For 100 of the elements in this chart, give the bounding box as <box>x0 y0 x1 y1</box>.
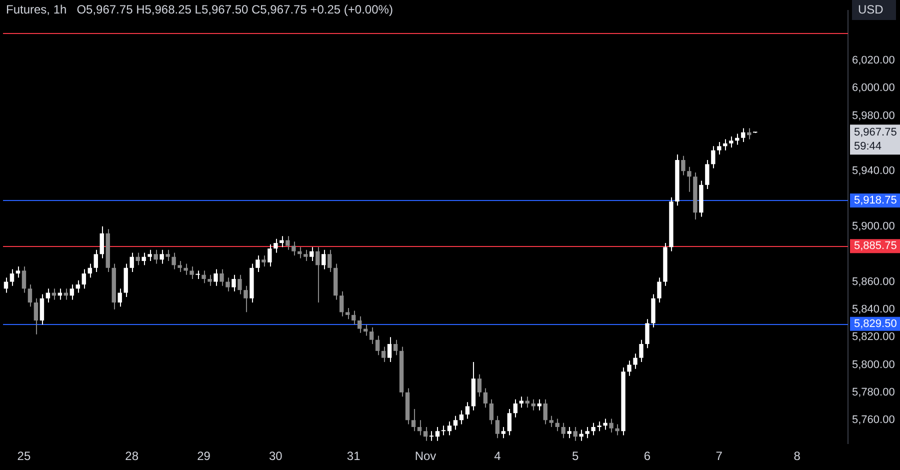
candlestick <box>136 252 140 266</box>
candlestick <box>214 268 218 286</box>
candlestick <box>357 316 362 334</box>
candlestick <box>681 155 686 176</box>
candlestick <box>316 246 320 303</box>
candlestick <box>567 426 572 439</box>
candlestick <box>286 236 290 250</box>
candlestick <box>82 268 86 290</box>
candlestick <box>88 263 92 278</box>
candlestick <box>160 249 164 264</box>
x-tick-label: 8 <box>794 449 801 464</box>
candlestick <box>22 266 26 294</box>
candlestick <box>340 290 344 317</box>
candlestick <box>178 260 182 273</box>
text: 5,967.75 <box>854 126 897 139</box>
candlestick <box>40 294 44 326</box>
x-tick-label: 4 <box>494 449 502 464</box>
y-tick-label: 5,840.00 <box>852 303 895 316</box>
candlestick <box>441 425 446 436</box>
candlestick <box>196 270 200 280</box>
candlestick <box>226 277 230 292</box>
candlestick <box>369 326 374 344</box>
candlestick <box>154 249 158 264</box>
candlestick <box>741 128 746 143</box>
candlestick <box>585 426 590 439</box>
y-tick-label: 6,000.00 <box>852 82 895 94</box>
candlestick <box>16 266 20 278</box>
candlestick <box>525 396 530 408</box>
candlestick <box>513 398 518 418</box>
candlestick <box>453 415 458 430</box>
ref-line-label: 5,829.50 <box>854 318 897 330</box>
candlestick <box>483 388 488 408</box>
candlestick <box>459 410 464 425</box>
candlestick <box>322 249 326 270</box>
candlestick <box>10 268 14 286</box>
candlestick <box>705 160 710 190</box>
candlestick <box>603 418 608 430</box>
annotation: O5,967.75 H5,968.25 L5,967.50 C5,967.75 +0.25 (+0.00%) <box>76 2 393 16</box>
candlestick <box>549 415 554 428</box>
y-tick-label: 5,800.00 <box>852 358 895 371</box>
y-tick-label: 5,780.00 <box>852 386 895 398</box>
candlestick <box>256 254 260 273</box>
candlestick <box>429 430 434 442</box>
candlestick <box>118 288 122 308</box>
candlestick <box>28 284 32 308</box>
y-tick-label: 5,900.00 <box>852 220 895 232</box>
candlestick <box>597 420 602 432</box>
candlestick <box>166 249 170 262</box>
y-tick-label: 5,980.00 <box>852 110 895 122</box>
x-tick-label: 5 <box>572 449 579 464</box>
candlestick <box>268 244 272 268</box>
candlestick <box>4 277 8 294</box>
candlestick <box>633 353 638 370</box>
candlestick <box>70 284 74 300</box>
candlestick <box>172 252 176 270</box>
candlestick <box>495 415 500 439</box>
candlestick <box>417 420 422 436</box>
candlestick <box>561 422 566 439</box>
candlestick <box>208 274 212 286</box>
candlestick <box>34 298 38 335</box>
x-tick-label: 31 <box>346 449 361 464</box>
candlestick <box>435 426 440 442</box>
ref-line-label: 5,918.75 <box>854 194 897 206</box>
candlestick <box>220 268 224 286</box>
candlestick <box>615 424 620 436</box>
x-tick-label: 7 <box>716 449 723 464</box>
candlestick <box>274 238 278 254</box>
candlestick <box>465 402 470 420</box>
candlestick <box>489 398 494 425</box>
candlestick <box>687 166 692 192</box>
candlestick <box>351 310 356 326</box>
candlestick <box>244 285 248 313</box>
y-tick-label: 5,860.00 <box>852 276 895 288</box>
candlestick <box>76 280 80 294</box>
candlestick <box>729 136 734 148</box>
candlestick <box>543 398 548 425</box>
candlestick <box>345 308 350 320</box>
text: 59:44 <box>854 140 882 153</box>
x-tick-label: Nov <box>414 449 436 464</box>
candlestick <box>375 335 380 356</box>
y-tick-label: 5,940.00 <box>852 165 895 178</box>
candlestick <box>591 422 596 436</box>
candlestick <box>387 336 392 362</box>
candlestick <box>447 420 452 436</box>
candlestick <box>657 277 662 303</box>
x-tick-label: 30 <box>269 449 283 464</box>
x-tick-label: 29 <box>197 449 211 464</box>
candlestick <box>627 360 632 376</box>
candlestick <box>507 408 512 436</box>
candlestick <box>477 374 482 398</box>
candlestick <box>130 252 134 273</box>
x-tick-label: 6 <box>644 449 651 464</box>
candlestick <box>292 241 296 256</box>
candlestick <box>573 426 578 442</box>
candlestick <box>328 249 332 273</box>
candlestick <box>190 266 194 280</box>
candlestick <box>501 426 506 439</box>
candlestick <box>94 249 98 273</box>
candlestick <box>579 429 584 442</box>
candlestick <box>411 408 416 432</box>
